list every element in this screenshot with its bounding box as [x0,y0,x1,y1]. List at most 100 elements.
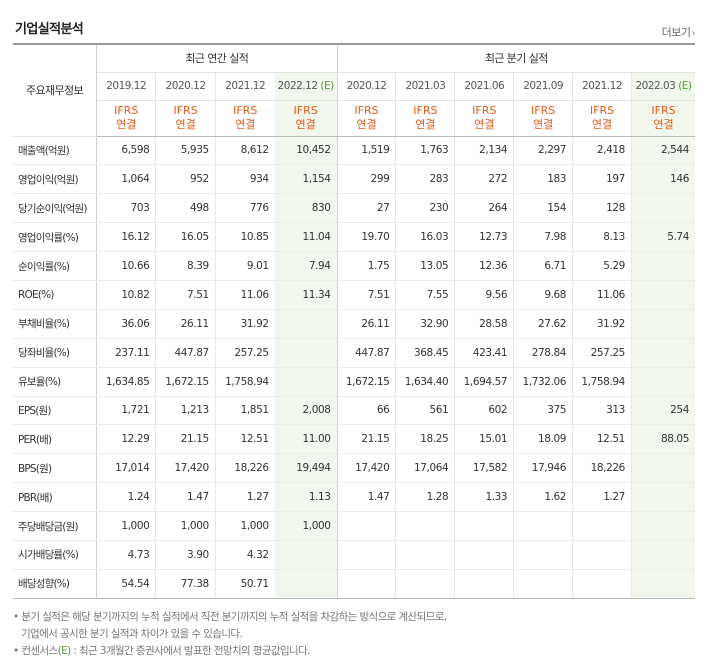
quarter-value-cell [630,367,695,397]
quarter-value-cell [513,569,573,599]
quarter-value-cell [454,511,514,541]
quarter-value-cell: 2,297 [513,136,573,166]
period-header-quarter-5: 2022.03 (E) [630,72,695,101]
quarter-value-cell: 1.27 [572,482,632,513]
consolidated-label: 연결 [116,118,137,131]
period-header-annual-1: 2020.12 [155,72,216,101]
quarter-value-cell: 12.36 [454,251,514,281]
financial-summary-table: 주요재무정보 최근 연간 실적 최근 분기 실적 2019.12 2020.12 2… [13,43,695,599]
quarter-value-cell: 278.84 [513,338,573,368]
annual-value-cell: 703 [96,193,156,224]
quarter-value-cell: 18.09 [513,424,573,455]
estimate-mark: (E) [678,80,692,92]
annual-value-cell: 77.38 [155,569,216,599]
period-header-annual-3: 2022.12 (E) [274,72,338,101]
annual-value-cell: 498 [155,193,216,224]
quarter-value-cell [630,511,695,541]
period-label: 2021.12 [225,80,266,92]
row-label: 유보율(%) [13,367,98,397]
quarter-value-cell [513,540,573,570]
annual-value-cell: 19,494 [274,453,338,484]
annual-value-cell [274,308,338,339]
ifrs-header-annual-1: IFRS 연결 [155,100,216,137]
quarter-value-cell: 7.51 [337,280,396,310]
row-label: 당기순이익(억원) [13,193,98,224]
quarter-value-cell: 6.71 [513,251,573,281]
annual-value-cell: 7.94 [274,251,338,281]
footnote-consensus: • 컨센서스(E) : 최근 3개월간 증권사에서 발표한 전망치의 평균값입니… [13,643,447,660]
annual-value-cell: 257.25 [214,338,275,368]
table-row: 부채비율(%) 36.06 26.11 31.92 26.11 32.90 28.58 27.… [13,308,695,339]
annual-value-cell: 1,672.15 [155,367,216,397]
ifrs-label: IFRS [472,104,497,117]
footnote-consensus-suffix: ) : 최근 3개월간 증권사에서 발표한 전망치의 평균값입니다. [67,645,310,657]
row-label: 영업이익(억원) [13,164,98,195]
ifrs-header-quarter-4: IFRS 연결 [572,100,632,137]
ifrs-label: IFRS [173,104,198,117]
table-row: 영업이익률(%) 16.12 16.05 10.85 11.04 19.70 16.03 12… [13,222,695,253]
quarter-value-cell: 17,582 [454,453,514,484]
quarter-value-cell: 27.62 [513,308,573,339]
ifrs-header-quarter-5: IFRS 연결 [630,100,695,137]
annual-value-cell: 952 [155,164,216,195]
annual-value-cell [274,338,338,368]
section-title: 기업실적분석 [15,22,84,37]
annual-value-cell: 1,000 [96,511,156,541]
annual-value-cell: 1.24 [96,482,156,513]
row-label: 부채비율(%) [13,308,98,339]
quarter-value-cell: 88.05 [630,424,695,455]
annual-value-cell [274,540,338,570]
quarter-value-cell: 15.01 [454,424,514,455]
ifrs-label: IFRS [354,104,379,117]
annual-value-cell: 26.11 [155,308,216,339]
quarter-value-cell: 21.15 [337,424,396,455]
annual-value-cell: 7.51 [155,280,216,310]
period-header-quarter-2: 2021.06 [454,72,514,101]
quarter-value-cell: 66 [337,395,396,426]
row-label: 당좌비율(%) [13,338,98,368]
quarter-value-cell: 1.28 [395,482,455,513]
row-label: 시가배당률(%) [13,540,98,570]
annual-value-cell [274,569,338,599]
more-link[interactable]: 더보기› [661,24,696,40]
row-label: 영업이익률(%) [13,222,98,253]
annual-value-cell: 1,064 [96,164,156,195]
consolidated-label: 연결 [235,118,256,131]
quarter-value-cell: 257.25 [572,338,632,368]
annual-value-cell: 4.73 [96,540,156,570]
consolidated-label: 연결 [295,118,316,131]
quarter-value-cell [395,511,455,541]
quarter-value-cell: 1,763 [395,136,455,166]
footnote-consensus-prefix: • 컨센서스( [13,645,62,657]
ifrs-label: IFRS [413,104,438,117]
quarter-value-cell: 8.13 [572,222,632,253]
consolidated-label: 연결 [653,118,674,131]
ifrs-header-annual-2: IFRS 연결 [214,100,275,137]
quarter-value-cell: 17,064 [395,453,455,484]
period-label: 2022.12 [277,80,318,92]
row-label: 주당배당금(원) [13,511,98,541]
row-label: PBR(배) [13,482,98,513]
consolidated-label: 연결 [533,118,554,131]
quarter-value-cell: 2,418 [572,136,632,166]
footnote-quarterly-cont: 기업에서 공시한 분기 실적과 차이가 있을 수 있습니다. [21,628,243,640]
annual-value-cell: 10.82 [96,280,156,310]
annual-value-cell: 1.27 [214,482,275,513]
footnotes: • 분기 실적은 해당 분기까지의 누적 실적에서 직전 분기까지의 누적 실적… [13,609,447,660]
period-header-quarter-3: 2021.09 [513,72,573,101]
period-header-quarter-4: 2021.12 [572,72,632,101]
quarter-value-cell: 5.29 [572,251,632,281]
annual-value-cell: 5,935 [155,136,216,166]
annual-value-cell: 9.01 [214,251,275,281]
quarter-value-cell: 1.33 [454,482,514,513]
ifrs-header-annual-0: IFRS 연결 [96,100,156,137]
quarter-value-cell: 18.25 [395,424,455,455]
annual-value-cell: 17,014 [96,453,156,484]
quarter-value-cell [630,251,695,281]
consolidated-label: 연결 [591,118,613,131]
period-header-quarter-1: 2021.03 [395,72,455,101]
quarter-value-cell: 5.74 [630,222,695,253]
period-label: 2020.12 [346,80,387,92]
annual-value-cell: 830 [274,193,338,224]
more-link-label: 더보기 [661,26,691,39]
